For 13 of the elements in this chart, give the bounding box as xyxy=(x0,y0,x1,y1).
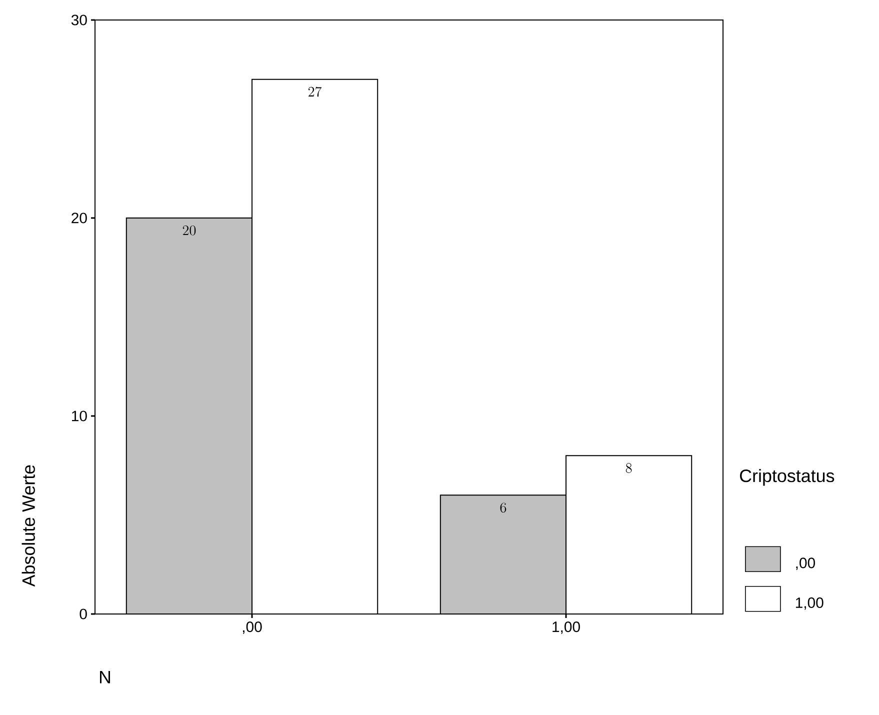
data-label: 8 xyxy=(626,463,632,473)
y-axis-title: Absolute Werte xyxy=(22,465,35,587)
y-tick-label: 0 xyxy=(80,608,87,620)
legend-label: 1,00 xyxy=(796,597,824,610)
legend-title: Criptostatus xyxy=(740,469,834,486)
data-label: 27 xyxy=(308,86,322,97)
legend-label: ,00 xyxy=(796,558,816,570)
x-axis-title: N xyxy=(100,670,110,684)
y-tick-label: 20 xyxy=(72,212,87,224)
data-label: 20 xyxy=(182,226,196,236)
y-tick-label: 10 xyxy=(72,410,87,422)
data-label: 6 xyxy=(500,502,506,513)
y-tick-label: 30 xyxy=(71,14,87,26)
